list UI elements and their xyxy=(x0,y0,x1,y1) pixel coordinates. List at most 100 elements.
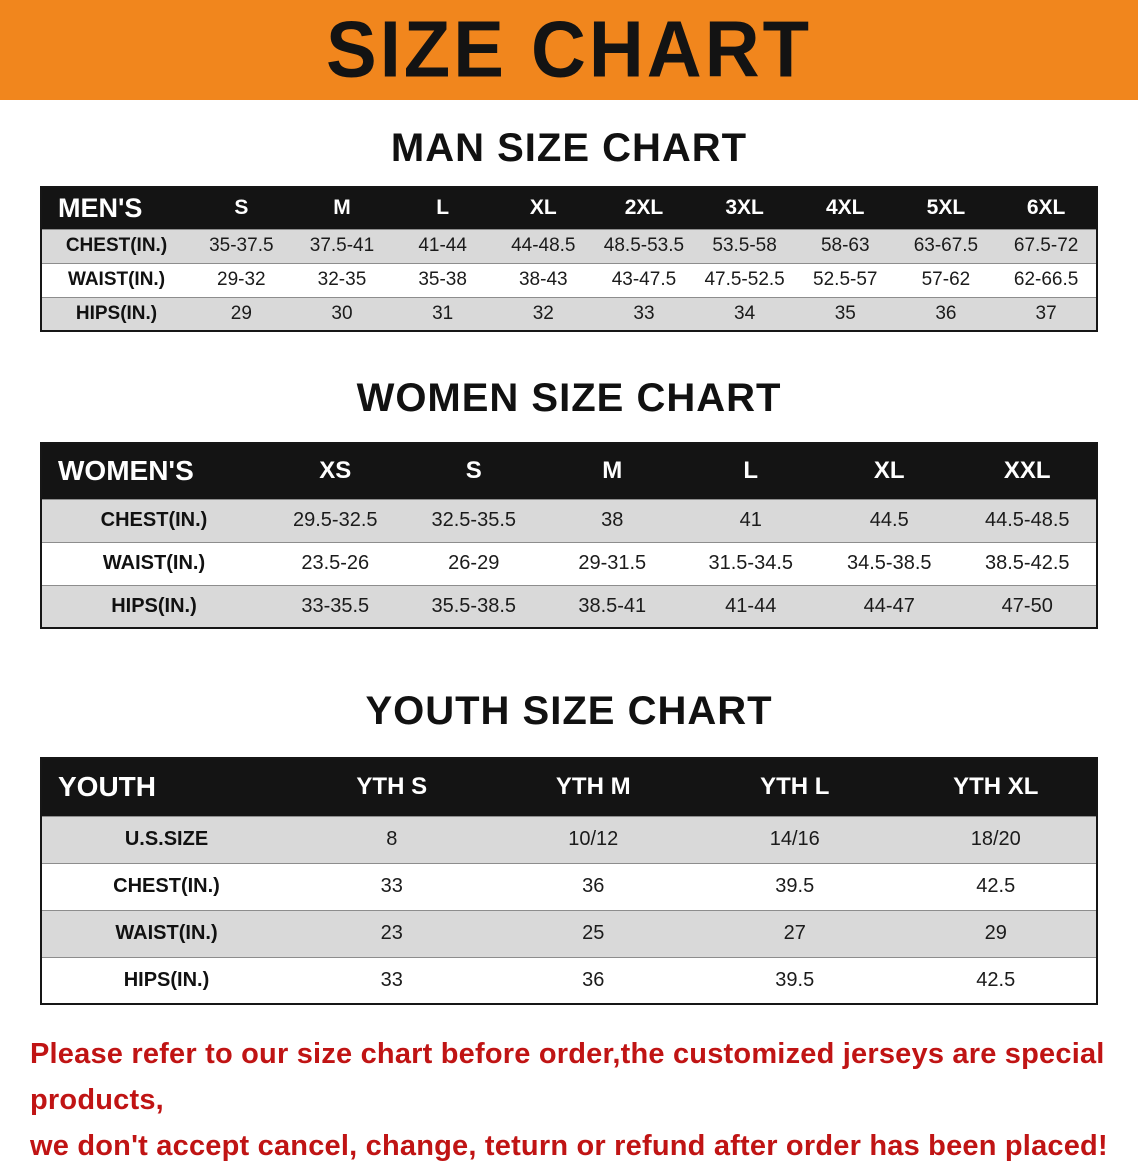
size-value: 31.5-34.5 xyxy=(708,552,793,574)
size-value: 39.5 xyxy=(775,875,815,897)
table-row: HIPS(IN.) 33 36 39.5 42.5 xyxy=(41,957,1097,1004)
youth-column-header-3: YTH XL xyxy=(895,758,1097,816)
mens-column-header-0: S xyxy=(191,187,292,229)
youth-row-label-2: WAIST(IN.) xyxy=(115,922,218,944)
size-value: 29 xyxy=(984,922,1007,944)
size-value: 32.5-35.5 xyxy=(431,509,516,531)
size-value: 29-31.5 xyxy=(578,552,647,574)
size-value: 44.5-48.5 xyxy=(984,509,1070,531)
size-value: 33 xyxy=(633,302,655,324)
size-value: 36 xyxy=(582,875,605,897)
mens-column-header-8: 6XL xyxy=(996,187,1097,229)
size-value: 35 xyxy=(834,302,856,324)
size-value: 36 xyxy=(582,968,605,991)
size-value: 53.5-58 xyxy=(712,235,777,256)
table-row: CHEST(IN.) 29.5-32.5 32.5-35.5 38 41 44.5 44.5… xyxy=(41,499,1097,542)
mens-column-header-1: M xyxy=(291,187,393,229)
youth-row-label-3: HIPS(IN.) xyxy=(123,968,210,991)
size-value: 33-35.5 xyxy=(301,594,370,617)
youth-section-title: YOUTH SIZE CHART xyxy=(365,689,773,733)
womens-column-header-0: XS xyxy=(266,443,405,499)
size-value: 34.5-38.5 xyxy=(846,552,932,574)
size-value: 44.5 xyxy=(869,509,909,531)
youth-column-header-1: YTH M xyxy=(492,758,694,816)
womens-column-header-1: S xyxy=(404,443,543,499)
mens-column-header-3: XL xyxy=(492,187,594,229)
size-value: 62-66.5 xyxy=(1013,269,1079,290)
mens-section-title: MAN SIZE CHART xyxy=(390,126,748,170)
table-row: CHEST(IN.) 35-37.5 37.5-41 41-44 44-48.5 48.5… xyxy=(41,229,1097,263)
size-value: 26-29 xyxy=(448,552,500,574)
womens-row-label-2: HIPS(IN.) xyxy=(111,594,197,617)
youth-column-header-0: YTH S xyxy=(291,758,493,816)
size-value: 27 xyxy=(783,922,806,944)
size-value: 33 xyxy=(380,875,403,897)
size-value: 10/12 xyxy=(568,828,619,850)
size-value: 42.5 xyxy=(976,968,1016,991)
size-value: 41-44 xyxy=(418,235,467,256)
size-value: 58-63 xyxy=(820,235,870,256)
youth-row-label-0: U.S.SIZE xyxy=(124,828,209,850)
womens-row-label-1: WAIST(IN.) xyxy=(102,552,206,574)
size-value: 37.5-41 xyxy=(309,235,375,256)
size-value: 32 xyxy=(532,302,554,324)
size-value: 38.5-42.5 xyxy=(984,552,1070,574)
womens-size-table: WOMEN'S XS S M L XL XXL CHEST(IN.) 29.5-32.5 32.5… xyxy=(40,442,1098,629)
mens-size-table: MEN'S S M L XL 2XL 3XL 4XL 5XL 6XL CHEST(IN.) 35-37… xyxy=(40,186,1098,332)
size-value: 57-62 xyxy=(921,269,971,290)
size-value: 25 xyxy=(582,922,605,944)
table-row: U.S.SIZE 8 10/12 14/16 18/20 xyxy=(41,816,1097,863)
womens-corner-label: WOMEN'S xyxy=(41,443,266,499)
youth-header-row: YOUTH YTH S YTH M YTH L YTH XL xyxy=(41,758,1097,816)
table-row: WAIST(IN.) 29-32 32-35 35-38 38-43 43-47.5 47.… xyxy=(41,263,1097,297)
size-value: 23.5-26 xyxy=(301,552,370,574)
size-value: 44-47 xyxy=(863,594,915,617)
size-value: 38 xyxy=(601,509,624,531)
size-value: 38.5-41 xyxy=(578,594,647,617)
mens-column-header-6: 4XL xyxy=(794,187,896,229)
size-value: 42.5 xyxy=(976,875,1016,897)
mens-column-header-5: 3XL xyxy=(694,187,795,229)
youth-section: YOUTH SIZE CHART YOUTH YTH S YTH M YTH L YTH… xyxy=(0,689,1138,1005)
table-row: WAIST(IN.) 23.5-26 26-29 29-31.5 31.5-34.5 34… xyxy=(41,542,1097,585)
mens-section: MAN SIZE CHART MEN'S S M L XL 2XL 3XL 4XL 5XL 6XL… xyxy=(0,126,1138,332)
mens-column-header-7: 5XL xyxy=(895,187,997,229)
womens-section-title: WOMEN SIZE CHART xyxy=(356,376,782,420)
youth-column-header-2: YTH L xyxy=(694,758,896,816)
size-value: 33 xyxy=(380,968,403,991)
size-value: 35.5-38.5 xyxy=(431,594,516,617)
size-value: 43-47.5 xyxy=(611,269,677,290)
size-value: 35-38 xyxy=(418,269,467,290)
footer-notice: Please refer to our size chart before or… xyxy=(30,1031,1120,1169)
size-value: 29.5-32.5 xyxy=(292,509,378,531)
size-value: 34 xyxy=(734,302,756,324)
womens-column-header-2: M xyxy=(543,443,682,499)
size-value: 29 xyxy=(230,302,252,324)
table-row: HIPS(IN.) 33-35.5 35.5-38.5 38.5-41 41-44 44-… xyxy=(41,585,1097,628)
page-title: SIZE CHART xyxy=(326,4,812,95)
banner: SIZE CHART xyxy=(0,0,1138,100)
notice-line-2: we don't accept cancel, change, teturn o… xyxy=(30,1130,1108,1162)
size-value: 48.5-53.5 xyxy=(603,235,685,256)
size-value: 31 xyxy=(432,302,454,324)
mens-column-header-4: 2XL xyxy=(593,187,695,229)
size-value: 32-35 xyxy=(317,269,367,290)
size-value: 37 xyxy=(1035,302,1057,324)
womens-column-header-4: XL xyxy=(820,443,959,499)
size-value: 36 xyxy=(935,302,957,324)
size-value: 38-43 xyxy=(518,269,568,290)
womens-section: WOMEN SIZE CHART WOMEN'S XS S M L XL XXL CHEST(… xyxy=(0,376,1138,629)
youth-size-table: YOUTH YTH S YTH M YTH L YTH XL U.S.SIZE 8 10/12… xyxy=(40,757,1098,1005)
size-value: 30 xyxy=(331,302,353,324)
size-value: 52.5-57 xyxy=(813,269,878,290)
size-value: 63-67.5 xyxy=(913,235,979,256)
size-value: 67.5-72 xyxy=(1013,235,1079,256)
womens-header-row: WOMEN'S XS S M L XL XXL xyxy=(41,443,1097,499)
size-value: 39.5 xyxy=(775,968,815,991)
size-value: 35-37.5 xyxy=(209,235,274,256)
size-value: 18/20 xyxy=(970,828,1021,850)
size-tables: MAN SIZE CHART MEN'S S M L XL 2XL 3XL 4XL 5XL 6XL… xyxy=(0,126,1138,1005)
mens-column-header-2: L xyxy=(392,187,493,229)
mens-row-label-2: HIPS(IN.) xyxy=(75,302,158,324)
mens-row-label-0: CHEST(IN.) xyxy=(65,235,168,256)
